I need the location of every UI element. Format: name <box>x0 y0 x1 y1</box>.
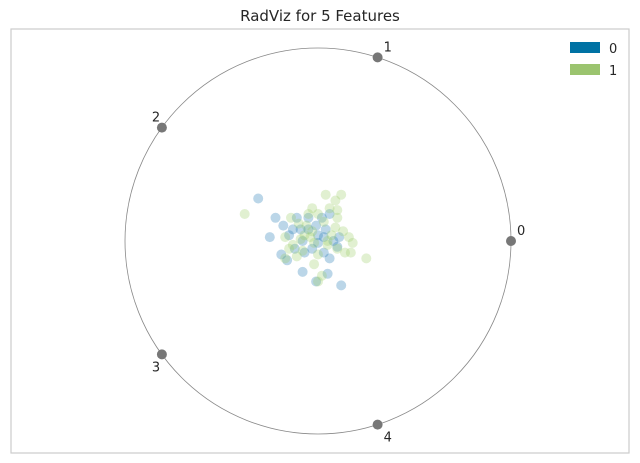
point-class-1-17 <box>297 245 308 256</box>
point-class-1-23 <box>347 237 358 248</box>
point-class-1-8 <box>313 209 323 219</box>
point-class-0-2 <box>264 232 275 243</box>
point-class-1-7 <box>303 209 314 219</box>
point-class-1-4 <box>324 203 335 214</box>
point-class-1-38 <box>332 212 343 223</box>
anchor-point-0 <box>506 236 516 246</box>
point-class-0-0 <box>253 193 264 204</box>
point-class-1-6 <box>307 203 318 214</box>
point-class-1-12 <box>305 232 316 243</box>
point-class-0-24 <box>311 276 322 287</box>
point-class-1-13 <box>309 237 320 248</box>
point-class-0-8 <box>311 220 322 231</box>
anchor-point-4 <box>372 419 383 430</box>
point-class-1-35 <box>280 232 291 243</box>
point-class-1-34 <box>295 234 306 245</box>
point-class-0-18 <box>307 243 318 254</box>
anchors-layer: 0 1 2 3 4 <box>152 40 525 445</box>
point-class-0-17 <box>282 255 293 266</box>
point-class-0-27 <box>287 224 298 235</box>
point-class-1-16 <box>280 253 291 264</box>
point-class-1-20 <box>330 222 341 233</box>
anchor-point-2 <box>156 122 167 133</box>
legend-swatch-1 <box>570 64 600 75</box>
anchor-label-3: 3 <box>152 360 160 375</box>
point-class-1-27 <box>291 251 302 262</box>
point-class-1-18 <box>313 249 323 260</box>
point-class-0-7 <box>303 212 314 223</box>
points-layer <box>239 189 372 291</box>
point-class-1-39 <box>343 232 354 243</box>
point-class-0-19 <box>313 237 323 248</box>
point-class-1-30 <box>313 276 323 287</box>
point-class-0-22 <box>297 266 308 277</box>
point-class-0-12 <box>328 236 339 246</box>
point-class-0-6 <box>295 224 306 235</box>
point-class-1-24 <box>345 247 356 258</box>
point-class-1-25 <box>361 253 372 264</box>
point-class-1-31 <box>301 220 312 231</box>
point-class-0-31 <box>320 224 331 235</box>
point-class-1-11 <box>299 230 310 241</box>
point-class-1-1 <box>320 189 331 200</box>
anchor-label-2: 2 <box>152 111 160 126</box>
point-class-0-11 <box>318 232 329 243</box>
point-class-1-5 <box>332 205 343 216</box>
anchor-label-0: 0 <box>517 224 525 239</box>
point-class-1-22 <box>340 247 350 258</box>
point-class-0-13 <box>334 232 345 243</box>
point-class-1-14 <box>322 236 333 246</box>
point-class-0-3 <box>278 220 289 231</box>
point-class-0-5 <box>291 212 302 223</box>
anchor-point-1 <box>372 52 383 63</box>
point-class-1-2 <box>330 195 341 206</box>
plot-frame <box>10 28 630 454</box>
anchor-label-4: 4 <box>384 431 392 446</box>
point-class-1-21 <box>332 243 343 254</box>
point-class-1-19 <box>322 239 333 250</box>
chart-title: RadViz for 5 Features <box>240 7 400 25</box>
point-class-0-1 <box>270 212 281 223</box>
point-class-0-20 <box>318 247 329 258</box>
legend: 01 <box>570 42 617 79</box>
point-class-1-28 <box>309 259 320 270</box>
point-class-0-26 <box>303 224 314 235</box>
point-class-1-0 <box>239 209 250 219</box>
point-class-0-14 <box>289 243 300 254</box>
point-class-0-15 <box>297 236 308 246</box>
point-class-0-21 <box>324 253 335 264</box>
point-class-0-30 <box>299 247 310 258</box>
legend-swatch-0 <box>570 42 600 53</box>
point-class-0-16 <box>276 249 287 260</box>
point-class-1-10 <box>293 218 304 229</box>
point-class-1-37 <box>307 226 318 237</box>
point-class-0-9 <box>316 212 327 223</box>
anchor-label-1: 1 <box>384 40 392 55</box>
legend-label-1: 1 <box>609 64 617 79</box>
point-class-0-28 <box>313 230 323 241</box>
point-class-1-15 <box>284 243 295 254</box>
point-class-1-3 <box>336 189 347 200</box>
point-class-0-10 <box>324 209 335 219</box>
legend-label-0: 0 <box>609 42 617 57</box>
point-class-1-33 <box>338 226 349 237</box>
point-class-0-29 <box>332 241 343 252</box>
point-class-1-29 <box>316 270 327 281</box>
point-class-1-36 <box>318 216 329 227</box>
point-class-1-32 <box>326 230 337 241</box>
point-class-1-26 <box>287 239 298 250</box>
anchor-point-3 <box>156 349 167 360</box>
point-class-0-4 <box>284 230 295 241</box>
point-class-1-9 <box>286 212 296 223</box>
point-class-0-25 <box>336 280 347 291</box>
point-class-0-23 <box>322 268 333 279</box>
